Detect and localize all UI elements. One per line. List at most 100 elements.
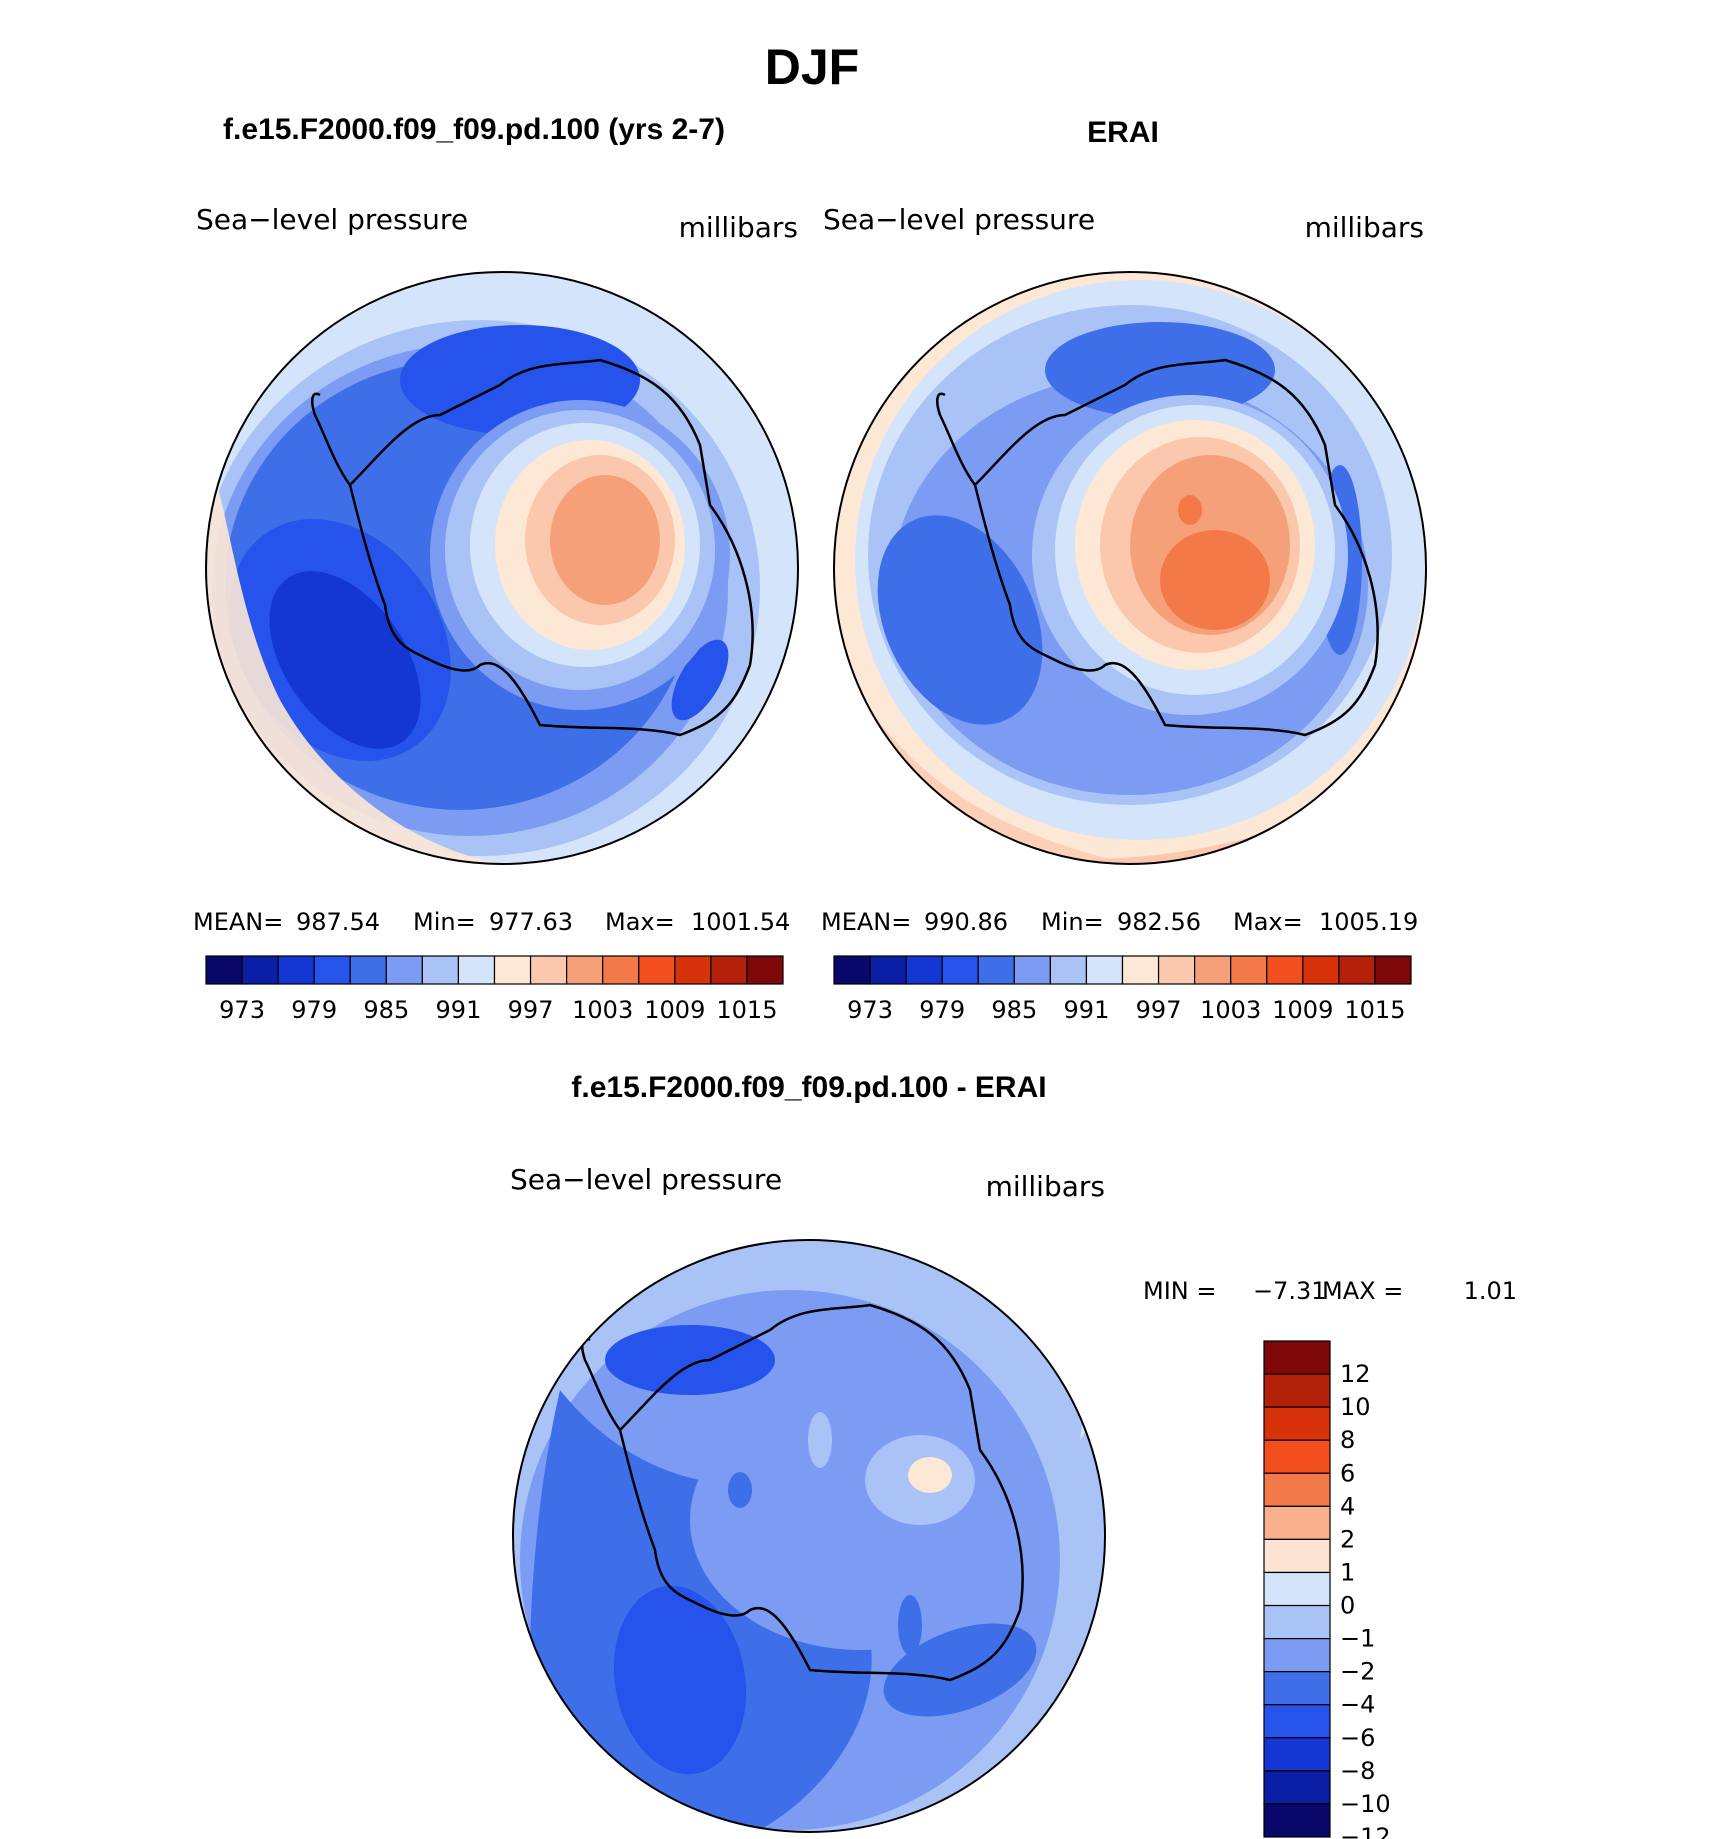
stat-min-label: Min= [413, 908, 476, 936]
stat-mean-value: 987.54 [296, 908, 380, 936]
panel-model-stats: MEAN= 987.54 Min= 977.63 Max= 1001.54 [193, 908, 790, 936]
panel-diff: f.e15.F2000.f09_f09.pd.100 - ERAI Sea−le… [510, 1071, 1517, 1839]
colorbar-swatch [1338, 955, 1376, 985]
colorbar-swatch [1263, 1373, 1331, 1408]
colorbar-swatch [385, 955, 423, 985]
colorbar-swatch [1263, 1637, 1331, 1673]
colorbar-swatch [1049, 955, 1088, 985]
colorbar-tick-label: 997 [508, 996, 554, 1024]
colorbar-tick-label: 997 [1136, 996, 1182, 1024]
colorbar-tick-label: 4 [1340, 1492, 1355, 1520]
colorbar-swatch [1266, 955, 1304, 985]
colorbar-swatch [1194, 955, 1232, 985]
panel-model-variable: Sea−level pressure [196, 203, 468, 236]
stat-mean-label: MEAN= [821, 908, 911, 936]
colorbar-tick-label: −10 [1340, 1790, 1391, 1818]
colorbar-tick-label: 1015 [716, 996, 777, 1024]
colorbar-tick-label: −4 [1340, 1691, 1375, 1719]
panel-model-units: millibars [679, 211, 798, 244]
colorbar-tick-label: 973 [847, 996, 893, 1024]
colorbar-tick-label: 1 [1340, 1558, 1355, 1586]
colorbar-tick-label: 1009 [644, 996, 705, 1024]
diff-max-value: 1.01 [1464, 1277, 1517, 1305]
stat-max-label: Max= [605, 908, 675, 936]
colorbar-swatch [1263, 1571, 1331, 1607]
colorbar-swatch [241, 955, 279, 985]
colorbar-tick-label: 991 [1064, 996, 1110, 1024]
panel-diff-stats: MIN = −7.31 MAX = 1.01 [1143, 1277, 1517, 1305]
colorbar-swatch [1263, 1505, 1331, 1541]
colorbar-tick-label: 991 [436, 996, 482, 1024]
stat-mean-value: 990.86 [924, 908, 1008, 936]
colorbar-swatch [1263, 1472, 1331, 1507]
colorbar-tick-label: 6 [1340, 1459, 1355, 1487]
colorbar-tick-label: −6 [1340, 1724, 1375, 1752]
colorbar-swatch [710, 955, 748, 985]
map-diff [513, 1240, 1105, 1832]
colorbar-swatch [1157, 955, 1196, 985]
colorbar-swatch [1085, 955, 1124, 985]
colorbar-tick-label: 1003 [1200, 996, 1261, 1024]
colorbar-swatch [457, 955, 496, 985]
colorbar-swatch [1013, 955, 1051, 985]
colorbar-swatch [869, 955, 907, 985]
colorbar-swatch [1263, 1538, 1331, 1574]
colorbar-swatch [1302, 955, 1340, 985]
panel-obs-stats: MEAN= 990.86 Min= 982.56 Max= 1005.19 [821, 908, 1418, 936]
colorbar-swatch [602, 955, 640, 985]
colorbar-swatch [1263, 1671, 1331, 1706]
stat-max-label: Max= [1233, 908, 1303, 936]
colorbar-swatch [674, 955, 712, 985]
panel-obs-variable: Sea−level pressure [823, 203, 1095, 236]
stat-max-value: 1005.19 [1319, 908, 1418, 936]
panel-model-title: f.e15.F2000.f09_f09.pd.100 (yrs 2-7) [223, 113, 725, 146]
colorbar-tick-label: 0 [1340, 1592, 1355, 1620]
colorbar-tick-label: −1 [1340, 1625, 1375, 1653]
colorbar-tick-label: 2 [1340, 1525, 1355, 1553]
stat-min-label: Min= [1041, 908, 1104, 936]
panel-obs-units: millibars [1305, 211, 1424, 244]
colorbar-swatch [493, 955, 532, 985]
colorbar-swatch [1263, 1704, 1331, 1739]
colorbar-swatch [1374, 955, 1412, 985]
colorbar-swatch [833, 955, 871, 985]
main-title: DJF [765, 39, 859, 95]
map-obs [834, 272, 1426, 864]
colorbar-tick-label: 1003 [572, 996, 633, 1024]
colorbar-swatch [1263, 1770, 1331, 1805]
colorbar-tick-label: 979 [291, 996, 337, 1024]
colorbar-tick-label: 985 [363, 996, 409, 1024]
colorbar-tick-label: 979 [919, 996, 965, 1024]
panel-diff-variable: Sea−level pressure [510, 1163, 782, 1196]
panel-diff-title: f.e15.F2000.f09_f09.pd.100 - ERAI [571, 1071, 1046, 1104]
colorbar-swatch [566, 955, 604, 985]
panel-model: f.e15.F2000.f09_f09.pd.100 (yrs 2-7) Sea… [193, 113, 799, 1024]
stat-max-value: 1001.54 [691, 908, 790, 936]
colorbar-tick-label: 12 [1340, 1360, 1371, 1388]
colorbar-tick-label: −8 [1340, 1757, 1375, 1785]
colorbar-swatch [638, 955, 676, 985]
colorbar-swatch [1263, 1737, 1331, 1772]
colorbar-swatch [277, 955, 315, 985]
colorbar-swatch [1263, 1439, 1331, 1474]
colorbar-swatch [205, 955, 243, 985]
colorbar-swatch [905, 955, 943, 985]
panel-diff-units: millibars [986, 1170, 1105, 1203]
colorbar-swatch [1121, 955, 1160, 985]
colorbar-swatch [1263, 1803, 1331, 1838]
colorbar-swatch [349, 955, 387, 985]
colorbar-swatch [421, 955, 460, 985]
colorbar-swatch [977, 955, 1015, 985]
colorbar-swatch [1263, 1604, 1331, 1640]
colorbar-tick-label: −12 [1340, 1823, 1391, 1839]
colorbar-tick-label: −2 [1340, 1658, 1375, 1686]
panel-obs: ERAI Sea−level pressure millibars MEAN= [821, 116, 1427, 1024]
colorbar-obs: 973 979 985 991 997 1003 1009 1015 [833, 955, 1412, 1024]
colorbar-model: 973 979 985 991 997 1003 1009 1015 [205, 955, 784, 1024]
colorbar-tick-label: 985 [991, 996, 1037, 1024]
colorbar-tick-label: 973 [219, 996, 265, 1024]
colorbar-swatch [1263, 1406, 1331, 1441]
stat-min-value: 977.63 [489, 908, 573, 936]
colorbar-swatch [1263, 1340, 1331, 1375]
colorbar-swatch [529, 955, 568, 985]
